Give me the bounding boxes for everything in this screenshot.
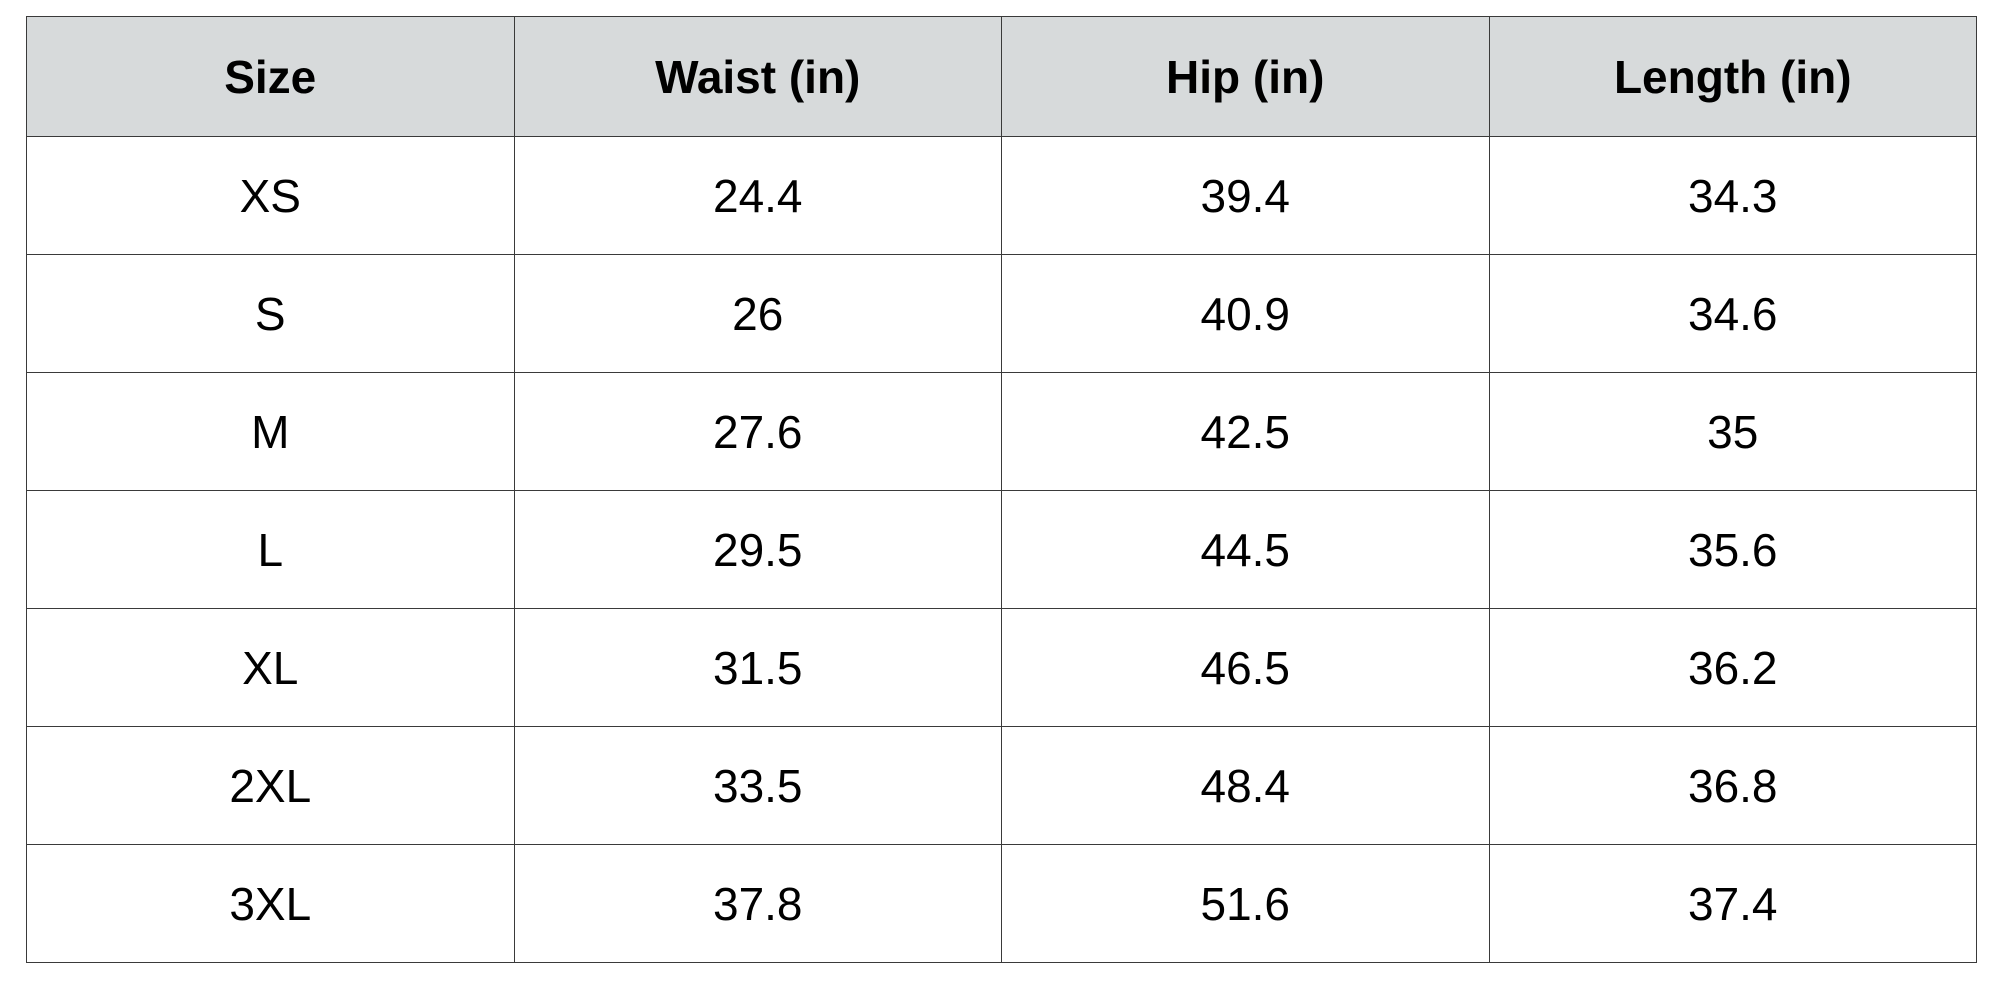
table-row: 2XL 33.5 48.4 36.8 — [26, 726, 1977, 845]
table-row: S 26 40.9 34.6 — [26, 254, 1977, 373]
table-row: 3XL 37.8 51.6 37.4 — [26, 844, 1977, 963]
cell-hip: 42.5 — [1001, 372, 1490, 491]
cell-size: 3XL — [26, 844, 515, 963]
cell-waist: 37.8 — [513, 844, 1002, 963]
cell-waist: 24.4 — [513, 136, 1002, 255]
cell-length: 36.2 — [1488, 608, 1977, 727]
cell-hip: 44.5 — [1001, 490, 1490, 609]
cell-waist: 29.5 — [513, 490, 1002, 609]
header-length: Length (in) — [1488, 16, 1977, 137]
header-size: Size — [26, 16, 515, 137]
cell-size: S — [26, 254, 515, 373]
cell-length: 35 — [1488, 372, 1977, 491]
cell-length: 37.4 — [1488, 844, 1977, 963]
table-row: M 27.6 42.5 35 — [26, 372, 1977, 491]
cell-hip: 40.9 — [1001, 254, 1490, 373]
table-row: XS 24.4 39.4 34.3 — [26, 136, 1977, 255]
table-row: XL 31.5 46.5 36.2 — [26, 608, 1977, 727]
cell-hip: 51.6 — [1001, 844, 1490, 963]
cell-waist: 27.6 — [513, 372, 1002, 491]
cell-size: 2XL — [26, 726, 515, 845]
cell-waist: 33.5 — [513, 726, 1002, 845]
header-waist: Waist (in) — [513, 16, 1002, 137]
cell-hip: 39.4 — [1001, 136, 1490, 255]
cell-length: 34.3 — [1488, 136, 1977, 255]
cell-length: 35.6 — [1488, 490, 1977, 609]
cell-size: XL — [26, 608, 515, 727]
cell-length: 34.6 — [1488, 254, 1977, 373]
table-body: XS 24.4 39.4 34.3 S 26 40.9 34.6 M 27.6 … — [26, 136, 1977, 963]
cell-hip: 46.5 — [1001, 608, 1490, 727]
cell-waist: 31.5 — [513, 608, 1002, 727]
cell-size: L — [26, 490, 515, 609]
size-chart-table: Size Waist (in) Hip (in) Length (in) XS … — [26, 16, 1977, 963]
cell-size: M — [26, 372, 515, 491]
header-hip: Hip (in) — [1001, 16, 1490, 137]
table-row: L 29.5 44.5 35.6 — [26, 490, 1977, 609]
table-header: Size Waist (in) Hip (in) Length (in) — [26, 16, 1977, 137]
cell-length: 36.8 — [1488, 726, 1977, 845]
cell-hip: 48.4 — [1001, 726, 1490, 845]
cell-waist: 26 — [513, 254, 1002, 373]
header-row: Size Waist (in) Hip (in) Length (in) — [26, 16, 1977, 137]
cell-size: XS — [26, 136, 515, 255]
